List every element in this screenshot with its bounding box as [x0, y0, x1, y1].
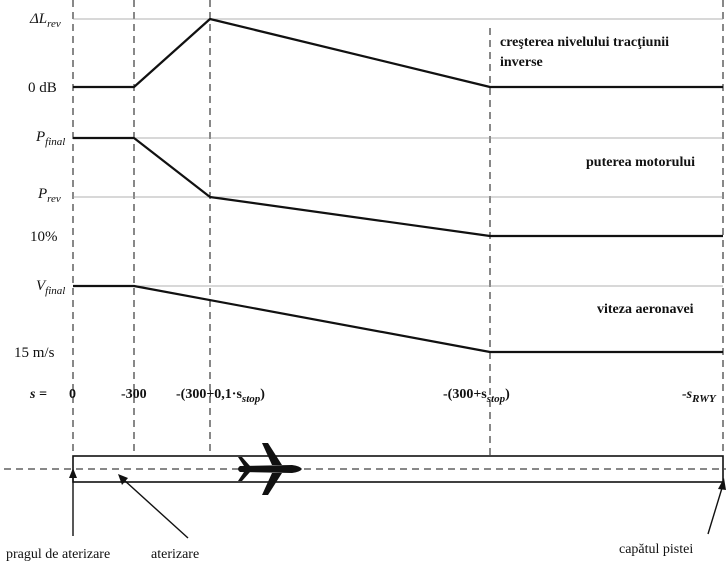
tick-300: -300: [121, 387, 147, 402]
label-landing: aterizare: [151, 547, 199, 562]
distance-axis-label: s =: [29, 387, 47, 402]
engine-power-trace: [73, 136, 723, 238]
title-aircraft-speed: viteza aeronavei: [597, 302, 694, 317]
horizontal-gridlines: [73, 18, 723, 287]
runway-strip: [72, 455, 724, 483]
y-label-vfinal: Vfinal: [36, 278, 65, 297]
title-reverse-level-line2: inverse: [500, 55, 543, 70]
y-label-0db: 0 dB: [28, 80, 57, 96]
aircraft-speed-trace: [73, 284, 723, 354]
arrow-landing: [118, 474, 128, 485]
tick-stop: -(300+sstop): [443, 387, 510, 405]
title-reverse-level-line1: creşterea nivelului tracţiunii: [500, 35, 669, 50]
tick-stop-fraction: -(300+0,1·sstop): [176, 387, 265, 405]
airplane-icon: [238, 443, 302, 495]
label-runway-end: capătul pistei: [619, 542, 693, 557]
runway: [4, 455, 726, 483]
annotation-arrows: [69, 468, 726, 539]
y-label-15ms: 15 m/s: [14, 345, 55, 361]
y-label-pfinal: Pfinal: [35, 129, 65, 148]
arrow-runway-end: [718, 478, 726, 490]
y-label-dlrev: ΔLrev: [29, 11, 61, 30]
tick-rwy: -sRWY: [682, 387, 717, 405]
vertical-gridlines: [72, 0, 724, 468]
reverse-level-trace: [73, 17, 723, 89]
title-engine-power: puterea motorului: [586, 155, 695, 170]
y-label-10pct: 10%: [30, 229, 58, 245]
y-label-prev: Prev: [37, 186, 61, 205]
arrow-threshold: [69, 468, 77, 478]
tick-0: 0: [69, 387, 76, 402]
label-threshold: pragul de aterizare: [6, 547, 110, 562]
